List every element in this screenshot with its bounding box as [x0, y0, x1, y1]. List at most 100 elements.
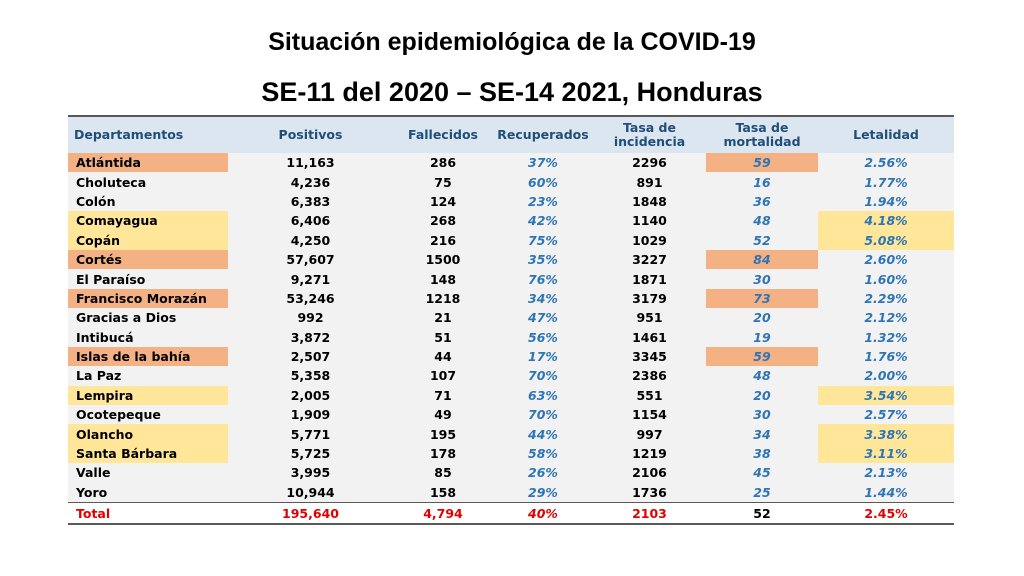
cell-positivos: 2,005	[228, 385, 393, 406]
header-departamentos: Departamentos	[68, 115, 228, 153]
cell-incidencia: 951	[593, 308, 706, 328]
cell-mortalidad: 48	[706, 211, 818, 231]
header-incidencia-line1: Tasa de	[622, 120, 676, 135]
table-row: La Paz 5,358 107 70% 2386 48 2.00%	[68, 366, 954, 386]
cell-letalidad: 2.60%	[818, 249, 954, 270]
header-positivos: Positivos	[228, 115, 393, 153]
cell-dept: Atlántida	[68, 153, 228, 173]
cell-recuperados: 44%	[493, 424, 593, 444]
cell-positivos: 4,236	[228, 172, 393, 192]
cell-positivos: 9,271	[228, 269, 393, 289]
cell-recuperados: 35%	[493, 249, 593, 270]
cell-mortalidad: 20	[706, 385, 818, 406]
cell-recuperados: 23%	[493, 191, 593, 212]
cell-incidencia: 1219	[593, 443, 706, 464]
cell-mortalidad: 19	[706, 327, 818, 347]
total-mortalidad: 52	[706, 502, 818, 526]
table-row: Islas de la bahía 2,507 44 17% 3345 59 1…	[68, 346, 954, 367]
cell-positivos: 4,250	[228, 230, 393, 250]
cell-incidencia: 1848	[593, 191, 706, 212]
cell-positivos: 992	[228, 308, 393, 328]
header-incidencia-line2: incidencia	[613, 134, 686, 149]
cell-positivos: 1,909	[228, 405, 393, 425]
cell-letalidad: 2.56%	[818, 153, 954, 173]
header-tasa-mortalidad: Tasa de mortalidad	[706, 115, 818, 153]
table-row: Ocotepeque 1,909 49 70% 1154 30 2.57%	[68, 405, 954, 425]
cell-fallecidos: 158	[393, 482, 493, 503]
cell-fallecidos: 195	[393, 424, 493, 444]
header-fallecidos: Fallecidos	[393, 115, 493, 153]
cell-incidencia: 891	[593, 172, 706, 192]
cell-fallecidos: 21	[393, 308, 493, 328]
cell-incidencia: 3179	[593, 288, 706, 309]
cell-recuperados: 58%	[493, 443, 593, 464]
cell-incidencia: 997	[593, 424, 706, 444]
table-row: Cortés 57,607 1500 35% 3227 84 2.60%	[68, 249, 954, 270]
table-row: Comayagua 6,406 268 42% 1140 48 4.18%	[68, 211, 954, 231]
cell-positivos: 3,872	[228, 327, 393, 347]
cell-fallecidos: 1218	[393, 288, 493, 309]
cell-mortalidad: 48	[706, 366, 818, 386]
cell-recuperados: 34%	[493, 288, 593, 309]
cell-fallecidos: 268	[393, 211, 493, 231]
header-mortalidad-line2: mortalidad	[723, 134, 801, 149]
cell-fallecidos: 71	[393, 385, 493, 406]
cell-recuperados: 47%	[493, 308, 593, 328]
cell-mortalidad: 30	[706, 405, 818, 425]
cell-letalidad: 1.77%	[818, 172, 954, 192]
cell-recuperados: 56%	[493, 327, 593, 347]
cell-dept: Santa Bárbara	[68, 443, 228, 464]
header-recuperados: Recuperados	[493, 115, 593, 153]
cell-mortalidad: 25	[706, 482, 818, 503]
cell-positivos: 5,725	[228, 443, 393, 464]
cell-fallecidos: 124	[393, 191, 493, 212]
cell-dept: Cortés	[68, 249, 228, 270]
cell-recuperados: 26%	[493, 463, 593, 483]
table-row: Atlántida 11,163 286 37% 2296 59 2.56%	[68, 153, 954, 173]
cell-incidencia: 3227	[593, 249, 706, 270]
cell-incidencia: 2386	[593, 366, 706, 386]
cell-mortalidad: 16	[706, 172, 818, 192]
cell-letalidad: 1.44%	[818, 482, 954, 503]
cell-incidencia: 1154	[593, 405, 706, 425]
cell-dept: El Paraíso	[68, 269, 228, 289]
cell-mortalidad: 20	[706, 308, 818, 328]
total-fallecidos: 4,794	[393, 502, 493, 526]
covid-table: Departamentos Positivos Fallecidos Recup…	[68, 115, 954, 526]
cell-recuperados: 63%	[493, 385, 593, 406]
cell-recuperados: 29%	[493, 482, 593, 503]
table-row: Choluteca 4,236 75 60% 891 16 1.77%	[68, 172, 954, 192]
cell-fallecidos: 51	[393, 327, 493, 347]
header-mortalidad-line1: Tasa de	[735, 120, 789, 135]
table-row: Santa Bárbara 5,725 178 58% 1219 38 3.11…	[68, 443, 954, 464]
cell-positivos: 11,163	[228, 153, 393, 173]
table-row: El Paraíso 9,271 148 76% 1871 30 1.60%	[68, 269, 954, 289]
cell-positivos: 53,246	[228, 288, 393, 309]
cell-incidencia: 2296	[593, 153, 706, 173]
table-row: Gracias a Dios 992 21 47% 951 20 2.12%	[68, 308, 954, 328]
cell-recuperados: 37%	[493, 153, 593, 173]
total-letalidad: 2.45%	[818, 502, 954, 526]
cell-letalidad: 5.08%	[818, 230, 954, 250]
cell-incidencia: 551	[593, 385, 706, 406]
cell-mortalidad: 84	[706, 249, 818, 270]
total-incidencia: 2103	[593, 502, 706, 526]
cell-letalidad: 1.60%	[818, 269, 954, 289]
cell-incidencia: 1461	[593, 327, 706, 347]
cell-positivos: 57,607	[228, 249, 393, 270]
cell-mortalidad: 73	[706, 288, 818, 309]
cell-incidencia: 1140	[593, 211, 706, 231]
header-tasa-incidencia: Tasa de incidencia	[593, 115, 706, 153]
cell-fallecidos: 107	[393, 366, 493, 386]
cell-mortalidad: 30	[706, 269, 818, 289]
cell-dept: Copán	[68, 230, 228, 250]
cell-letalidad: 3.11%	[818, 443, 954, 464]
cell-recuperados: 60%	[493, 172, 593, 192]
cell-mortalidad: 45	[706, 463, 818, 483]
cell-fallecidos: 75	[393, 172, 493, 192]
cell-mortalidad: 59	[706, 346, 818, 367]
cell-letalidad: 3.54%	[818, 385, 954, 406]
table-row: Yoro 10,944 158 29% 1736 25 1.44%	[68, 482, 954, 503]
cell-mortalidad: 38	[706, 443, 818, 464]
cell-fallecidos: 178	[393, 443, 493, 464]
